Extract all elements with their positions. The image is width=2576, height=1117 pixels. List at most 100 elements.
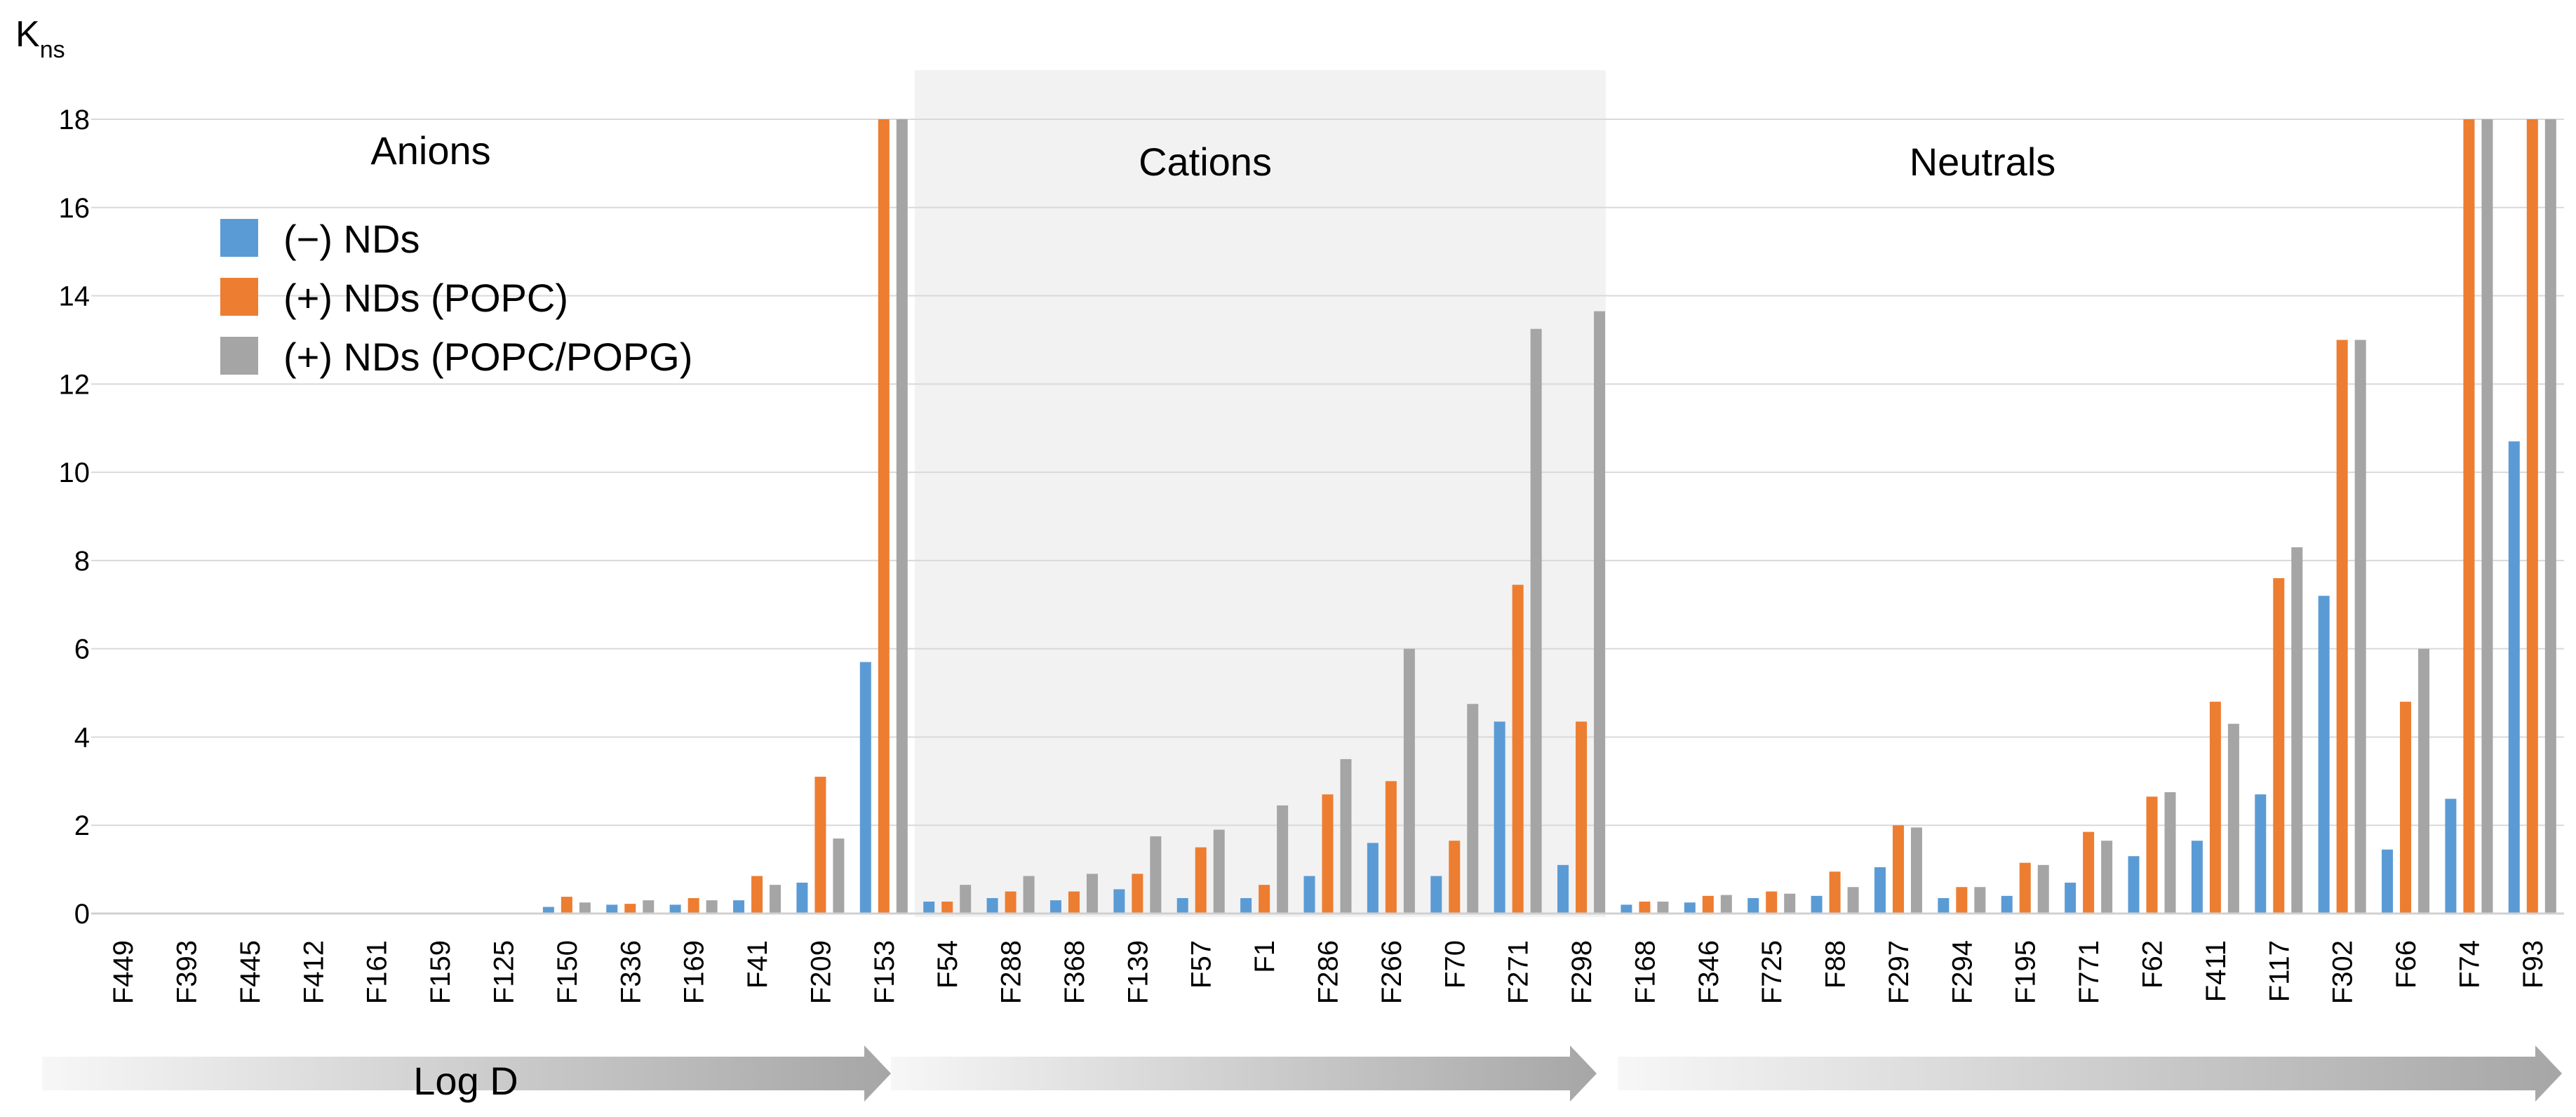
x-tick-label-f93: F93 xyxy=(2518,940,2549,989)
x-tick-label-f346: F346 xyxy=(1693,940,1724,1004)
legend-label-series-2: (+) NDs (POPC) xyxy=(283,276,568,320)
legend-label-series-1: (−) NDs xyxy=(283,217,420,261)
x-tick-label-f168: F168 xyxy=(1630,940,1661,1004)
bar-series-3-f288 xyxy=(1023,876,1035,914)
y-axis-title-sub: ns xyxy=(40,36,65,63)
bar-series-1-f368 xyxy=(1049,900,1061,914)
group-label-cations: Cations xyxy=(1139,140,1272,184)
x-axis-title: Log D xyxy=(413,1059,518,1103)
gridlines xyxy=(91,119,2564,827)
x-tick-label-f771: F771 xyxy=(2074,940,2105,1004)
bar-series-2-f298 xyxy=(1576,721,1588,914)
y-axis-title-main: K xyxy=(15,14,40,55)
bar-series-3-f725 xyxy=(1784,893,1796,914)
bar-series-1-f286 xyxy=(1303,876,1315,914)
bar-series-3-f66 xyxy=(2418,648,2430,914)
x-tick-label-f336: F336 xyxy=(615,940,646,1004)
bar-series-1-f411 xyxy=(2191,841,2203,914)
bar-series-2-f74 xyxy=(2463,119,2475,914)
x-tick-label-f195: F195 xyxy=(2011,940,2041,1004)
bar-series-2-f168 xyxy=(1639,902,1651,914)
bar-series-1-f302 xyxy=(2318,596,2330,914)
y-tick-label: 10 xyxy=(59,457,90,488)
bar-series-2-f150 xyxy=(561,897,572,914)
x-tick-label-f271: F271 xyxy=(1503,940,1534,1004)
bar-series-2-f41 xyxy=(751,876,763,914)
bar-series-3-f168 xyxy=(1657,902,1669,914)
x-axis-ticks: F449 F393 F445 F412 F161 F159 F125 F150 F336 F169… xyxy=(108,940,2549,1004)
x-tick-label-f286: F286 xyxy=(1313,940,1344,1004)
y-tick-label: 8 xyxy=(74,546,90,577)
bar-series-3-f54 xyxy=(960,885,972,914)
x-tick-label-f62: F62 xyxy=(2138,940,2168,989)
x-tick-label-f74: F74 xyxy=(2454,940,2485,989)
bar-series-3-f93 xyxy=(2544,119,2556,914)
bar-series-2-f336 xyxy=(624,904,636,914)
bar-series-1-f41 xyxy=(733,900,745,914)
bar-series-3-f771 xyxy=(2101,841,2113,914)
bar-series-1-f66 xyxy=(2382,849,2394,914)
bar-series-2-f66 xyxy=(2400,702,2412,914)
bar-series-2-f169 xyxy=(687,897,699,914)
bar-series-2-f88 xyxy=(1829,871,1841,914)
bar-series-2-f70 xyxy=(1449,841,1461,914)
y-axis-ticks: 0 2 4 6 8 10 12 14 16 18 xyxy=(59,105,90,930)
bar-series-2-f266 xyxy=(1385,781,1397,914)
bar-series-2-f54 xyxy=(941,902,953,914)
bar-series-2-f302 xyxy=(2336,340,2348,914)
bar-series-1-f62 xyxy=(2128,856,2140,914)
bar-series-1-f139 xyxy=(1113,889,1125,914)
group-label-neutrals: Neutrals xyxy=(1910,140,2056,184)
bar-series-1-f57 xyxy=(1176,897,1188,914)
bar-series-1-f93 xyxy=(2508,441,2520,914)
y-tick-label: 2 xyxy=(74,810,90,841)
x-tick-label-f302: F302 xyxy=(2328,940,2359,1004)
bar-series-1-f117 xyxy=(2255,794,2267,914)
bar-series-1-f169 xyxy=(669,904,681,914)
bar-series-1-f153 xyxy=(859,662,871,914)
y-tick-label: 18 xyxy=(59,105,90,135)
x-tick-label-f209: F209 xyxy=(805,940,836,1004)
x-tick-label-f161: F161 xyxy=(362,940,393,1004)
bar-series-3-f286 xyxy=(1340,758,1352,914)
x-tick-label-f54: F54 xyxy=(932,940,963,989)
x-tick-label-f411: F411 xyxy=(2201,940,2232,1002)
x-tick-label-f298: F298 xyxy=(1567,940,1597,1004)
x-tick-label-f70: F70 xyxy=(1440,940,1470,989)
bar-series-2-f271 xyxy=(1512,584,1524,914)
bar-series-3-f271 xyxy=(1530,328,1542,914)
bar-series-3-f411 xyxy=(2227,723,2239,914)
bar-series-3-f195 xyxy=(2037,864,2049,914)
y-tick-label: 4 xyxy=(74,722,90,753)
bar-series-3-f41 xyxy=(770,885,781,914)
x-tick-label-f368: F368 xyxy=(1059,940,1090,1004)
bar-series-2-f286 xyxy=(1322,794,1334,914)
bar-series-1-f150 xyxy=(542,907,554,914)
x-tick-label-f159: F159 xyxy=(425,940,456,1004)
bar-series-2-f411 xyxy=(2209,702,2221,914)
arrow-cations xyxy=(891,1045,1597,1102)
x-tick-label-f449: F449 xyxy=(108,940,139,1004)
x-tick-label-f294: F294 xyxy=(1947,940,1978,1004)
bar-series-2-f57 xyxy=(1195,847,1207,914)
bar-series-2-f1 xyxy=(1259,885,1270,914)
bar-series-1-f54 xyxy=(923,902,935,914)
bar-series-3-f209 xyxy=(833,838,845,914)
arrow-neutrals xyxy=(1618,1045,2562,1102)
bar-series-2-f771 xyxy=(2083,831,2095,914)
log-d-arrows xyxy=(42,1045,2562,1102)
x-tick-label-f153: F153 xyxy=(869,940,900,1004)
legend-swatch-series-2 xyxy=(220,278,258,316)
x-tick-label-f1: F1 xyxy=(1249,940,1280,973)
bar-series-3-f1 xyxy=(1277,805,1289,914)
bar-series-3-f74 xyxy=(2481,119,2493,914)
bar-series-3-f139 xyxy=(1150,836,1162,914)
x-tick-label-f266: F266 xyxy=(1376,940,1407,1004)
y-axis-title: Kns xyxy=(15,14,65,63)
bar-series-2-f153 xyxy=(878,119,890,914)
bar-series-1-f271 xyxy=(1494,721,1505,914)
bar-series-1-f298 xyxy=(1557,864,1569,914)
bar-series-3-f88 xyxy=(1847,887,1859,914)
x-tick-label-f66: F66 xyxy=(2391,940,2422,989)
bar-series-1-f209 xyxy=(796,882,808,914)
